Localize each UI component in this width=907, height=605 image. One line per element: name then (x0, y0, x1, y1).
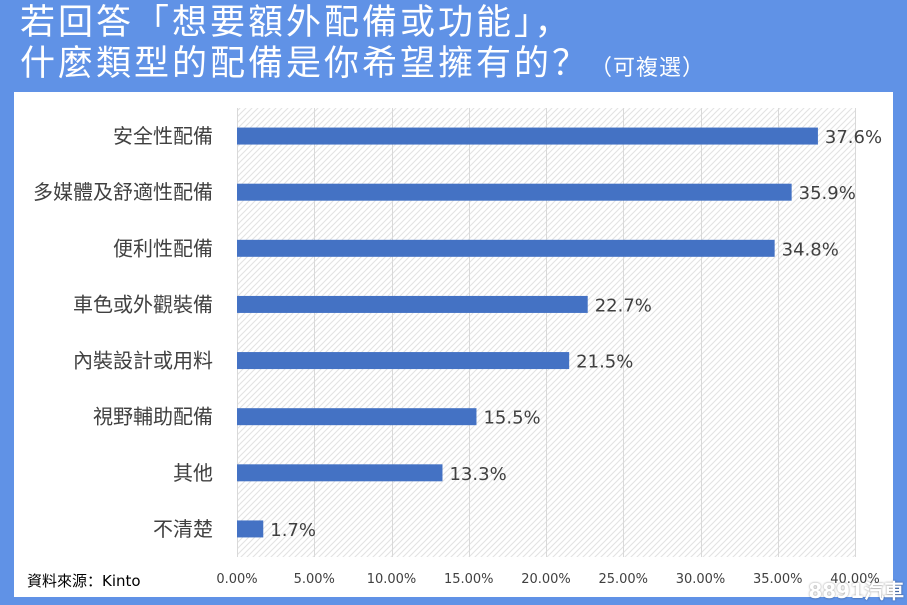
category-label-5: 視野輔助配備 (93, 405, 213, 429)
category-label-6: 其他 (173, 461, 213, 485)
category-label-1: 多媒體及舒適性配備 (33, 180, 213, 204)
labels-group: 0.00% 5.00% 10.00% 15.00% 20.00% 25.00% 30.00%… (33, 124, 882, 587)
chart-title-note: （可複選） (590, 56, 706, 81)
watermark-logo: 8891汽車 (808, 579, 904, 603)
bar-5 (237, 408, 477, 426)
data-label-1: 35.9% (799, 183, 856, 204)
bar-6 (237, 464, 443, 482)
category-label-4: 內裝設計或用料 (73, 349, 213, 373)
category-label-7: 不清楚 (153, 517, 213, 541)
bars-group (237, 127, 818, 538)
data-label-7: 1.7% (270, 520, 316, 541)
bar-1 (237, 183, 792, 201)
x-tick-label-4: 20.00% (521, 572, 571, 587)
x-tick-label-6: 30.00% (676, 572, 726, 587)
category-label-2: 便利性配備 (113, 236, 213, 260)
bar-7 (237, 520, 264, 538)
x-tick-label-0: 0.00% (216, 572, 257, 587)
bar-2 (237, 239, 775, 257)
data-label-4: 21.5% (576, 352, 633, 373)
data-label-6: 13.3% (449, 464, 506, 485)
chart-title-line2: 什麼類型的配備是你希望擁有的？（可複選） (20, 45, 705, 88)
data-label-2: 34.8% (782, 239, 839, 260)
x-tick-label-2: 10.00% (367, 572, 417, 587)
x-tick-label-5: 25.00% (598, 572, 648, 587)
chart-title-line2-text: 什麼類型的配備是你希望擁有的？ (20, 44, 591, 84)
data-label-5: 15.5% (483, 408, 540, 429)
data-label-0: 37.6% (825, 127, 882, 148)
chart-title-line1: 若回答「想要額外配備或功能」， (20, 3, 573, 43)
category-label-0: 安全性配備 (113, 124, 213, 148)
gridlines-group (237, 108, 856, 557)
bar-4 (237, 352, 570, 370)
bar-3 (237, 295, 588, 313)
data-label-3: 22.7% (595, 295, 652, 316)
x-tick-label-1: 5.00% (294, 572, 335, 587)
x-tick-label-8: 40.00% (830, 572, 880, 587)
bar-0 (237, 127, 818, 145)
source-note: 資料來源：Kinto (27, 572, 141, 590)
x-tick-label-3: 15.00% (444, 572, 494, 587)
category-label-3: 車色或外觀裝備 (73, 292, 213, 316)
x-tick-label-7: 35.00% (753, 572, 803, 587)
